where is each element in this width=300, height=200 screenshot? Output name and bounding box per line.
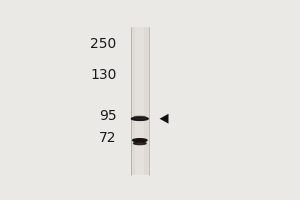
Bar [130, 27, 149, 175]
Bar [135, 27, 144, 175]
Ellipse shape [134, 116, 146, 118]
Text: 72: 72 [99, 131, 117, 145]
Text: 95: 95 [99, 109, 117, 123]
Ellipse shape [134, 142, 146, 145]
Ellipse shape [131, 117, 148, 120]
Text: 130: 130 [90, 68, 117, 82]
Text: 250: 250 [90, 37, 117, 51]
Polygon shape [160, 114, 169, 124]
Ellipse shape [133, 139, 147, 142]
